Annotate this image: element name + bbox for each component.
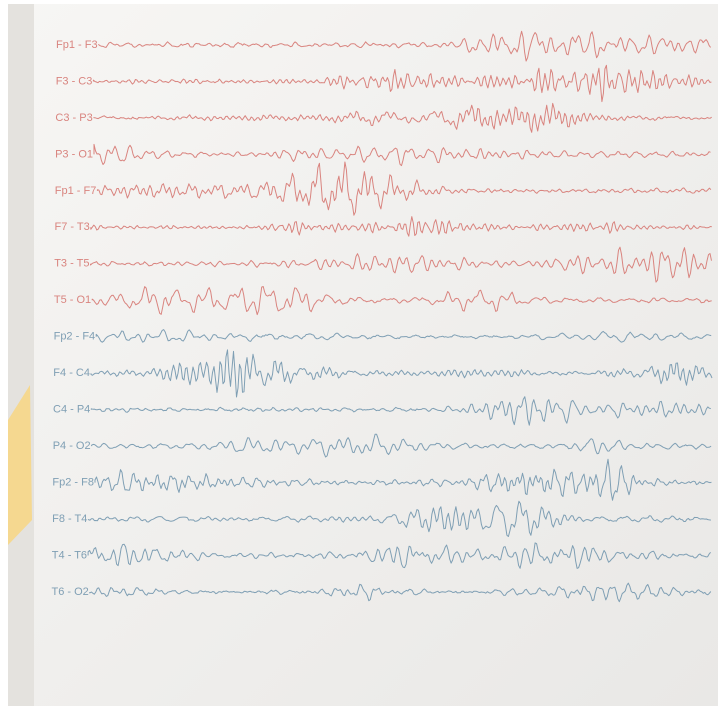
channel-label: F4 - C4 [53,367,90,379]
channel-label: C4 - P4 [53,404,90,416]
channel-label: T4 - T6 [52,549,87,561]
channel-label: F8 - T4 [52,513,87,525]
channel-label: P4 - O2 [53,440,91,452]
channel-label: T6 - O2 [52,586,89,598]
channel-label: P3 - O1 [55,148,93,160]
channel-label: T5 - O1 [54,294,91,306]
channel-label: F7 - T3 [55,221,90,233]
channel-label: Fp1 - F3 [56,39,98,51]
channel-label: F3 - C3 [56,75,93,87]
paper-sheet [8,4,718,706]
channel-label: C3 - P3 [55,112,92,124]
channel-label: Fp2 - F4 [54,331,96,343]
eeg-photo: Fp1 - F3 F3 - C3 C3 - P3 P3 - O1 Fp1 - F7 F7 … [0,0,718,707]
channel-label: Fp1 - F7 [55,185,97,197]
channel-label: T3 - T5 [54,258,89,270]
paper-edge [8,4,34,706]
channel-label: Fp2 - F8 [52,477,94,489]
